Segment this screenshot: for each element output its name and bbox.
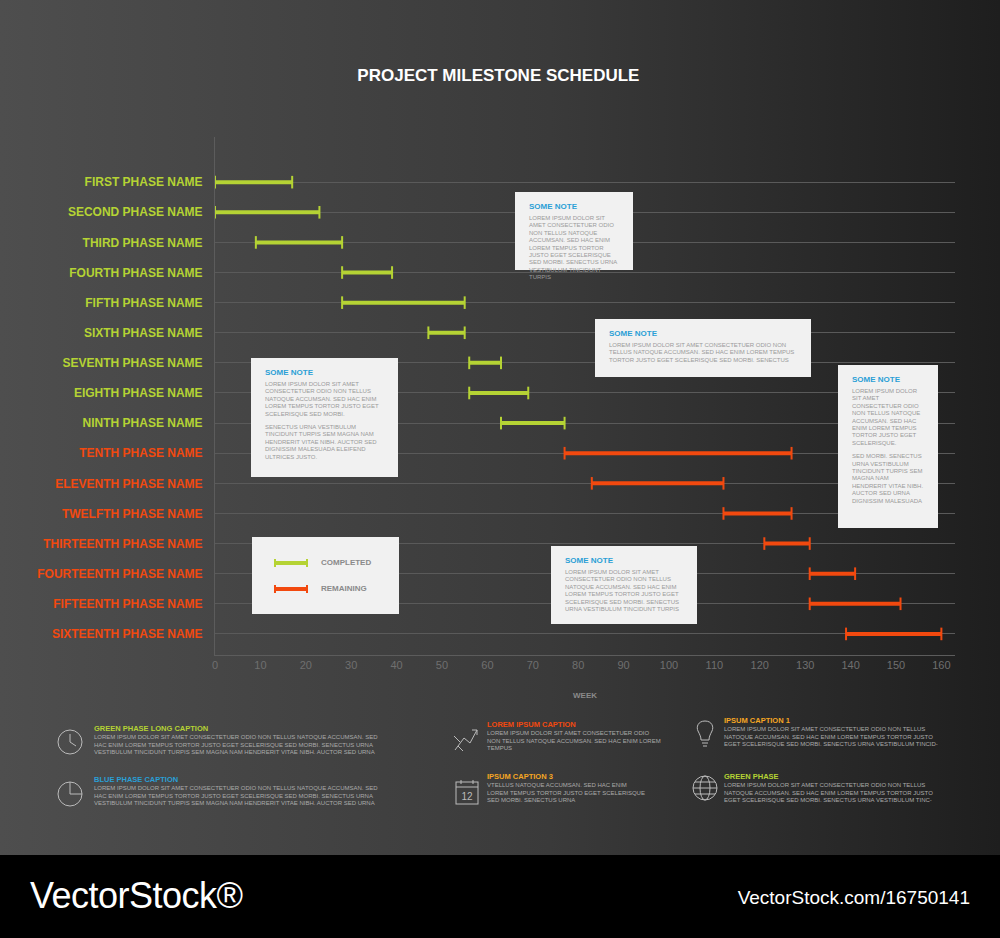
html-text:SOME NOTE: SOME NOTE [609, 329, 657, 338]
html-text:LOREM IPSUM DOLOR SIT AMET CON: LOREM IPSUM DOLOR SIT AMET CONSECTETUER … [565, 569, 679, 612]
svg-text:10: 10 [254, 659, 266, 671]
html-text:IPSUM CAPTION 1: IPSUM CAPTION 1 [724, 716, 790, 725]
svg-text:FIFTH PHASE NAME: FIFTH PHASE NAME [85, 296, 202, 310]
svg-text:WEEK: WEEK [573, 691, 597, 700]
svg-text:0: 0 [212, 659, 218, 671]
html-text:LOREM IPSUM DOLOR SIT AMET CON: LOREM IPSUM DOLOR SIT AMET CONSECTETUER … [609, 342, 795, 363]
svg-text:90: 90 [617, 659, 629, 671]
svg-text:120: 120 [751, 659, 769, 671]
svg-text:FIFTEENTH PHASE NAME: FIFTEENTH PHASE NAME [53, 597, 202, 611]
svg-text:NINTH PHASE NAME: NINTH PHASE NAME [83, 416, 203, 430]
svg-text:FOURTH PHASE NAME: FOURTH PHASE NAME [69, 266, 202, 280]
html-text:LOREM IPSUM DOLOR SIT AMET CON: LOREM IPSUM DOLOR SIT AMET CONSECTETUER … [724, 782, 933, 804]
svg-text:THIRD PHASE NAME: THIRD PHASE NAME [83, 236, 203, 250]
svg-text:TWELFTH PHASE NAME: TWELFTH PHASE NAME [62, 507, 203, 521]
html-text:IPSUM CAPTION 3: IPSUM CAPTION 3 [487, 772, 553, 781]
svg-text:PROJECT MILESTONE SCHEDULE: PROJECT MILESTONE SCHEDULE [357, 66, 639, 85]
svg-text:130: 130 [796, 659, 814, 671]
svg-text:110: 110 [706, 659, 724, 671]
svg-text:150: 150 [887, 659, 905, 671]
html-text:VectorStock.com/16750141: VectorStock.com/16750141 [737, 887, 970, 908]
html-text:SENECTUS URNA VESTIBULUM TINCI: SENECTUS URNA VESTIBULUM TINCIDUNT TURPI… [265, 424, 377, 460]
svg-text:ELEVENTH PHASE NAME: ELEVENTH PHASE NAME [55, 477, 202, 491]
html-text:GREEN PHASE LONG CAPTION: GREEN PHASE LONG CAPTION [94, 724, 209, 733]
svg-text:80: 80 [572, 659, 584, 671]
svg-text:SIXTEENTH PHASE NAME: SIXTEENTH PHASE NAME [52, 627, 203, 641]
html-text:SOME NOTE: SOME NOTE [852, 375, 900, 384]
html-text:LOREM IPSUM DOLOR SIT AMET CON: LOREM IPSUM DOLOR SIT AMET CONSECTETUER … [94, 785, 378, 807]
svg-text:THIRTEENTH PHASE NAME: THIRTEENTH PHASE NAME [43, 537, 202, 551]
svg-text:12: 12 [461, 791, 473, 802]
html-text:VTELLUS NATOQUE ACCUMSAN. SED: VTELLUS NATOQUE ACCUMSAN. SED HAC ENIM L… [487, 782, 645, 804]
html-text:LOREM IPSUM DOLOR SIT AMET CON: LOREM IPSUM DOLOR SIT AMET CONSECTETUER … [529, 215, 617, 281]
svg-text:60: 60 [481, 659, 493, 671]
svg-text:TENTH PHASE NAME: TENTH PHASE NAME [79, 446, 202, 460]
html-text:SED MORBI. SENECTUS URNA VESTI: SED MORBI. SENECTUS URNA VESTIBULUM TINC… [852, 453, 924, 504]
svg-text:20: 20 [300, 659, 312, 671]
html-text:SOME NOTE: SOME NOTE [565, 556, 613, 565]
svg-text:FOURTEENTH PHASE NAME: FOURTEENTH PHASE NAME [37, 567, 202, 581]
svg-text:SIXTH PHASE NAME: SIXTH PHASE NAME [84, 326, 203, 340]
html-text:GREEN PHASE: GREEN PHASE [724, 772, 779, 781]
svg-text:30: 30 [345, 659, 357, 671]
html-text:LOREM IPSUM DOLOR SIT AMET CON: LOREM IPSUM DOLOR SIT AMET CONSECTETUER … [852, 388, 921, 446]
html-text:LOREM IPSUM DOLOR SIT AMET CON: LOREM IPSUM DOLOR SIT AMET CONSECTETUER … [94, 734, 378, 756]
svg-text:SECOND PHASE NAME: SECOND PHASE NAME [68, 205, 203, 219]
html-text:BLUE PHASE CAPTION: BLUE PHASE CAPTION [94, 775, 179, 784]
html-text:SOME NOTE: SOME NOTE [529, 202, 577, 211]
html-text:SOME NOTE: SOME NOTE [265, 368, 313, 377]
html-text:REMAINING: REMAINING [321, 584, 367, 593]
svg-text:FIRST PHASE NAME: FIRST PHASE NAME [85, 175, 203, 189]
html-text:LOREM IPSUM CAPTION: LOREM IPSUM CAPTION [487, 720, 576, 729]
html-text:LOREM IPSUM DOLOR SIT AMET CON: LOREM IPSUM DOLOR SIT AMET CONSECTETUER … [724, 726, 938, 748]
svg-text:EIGHTH PHASE NAME: EIGHTH PHASE NAME [74, 386, 203, 400]
html-text:VectorStock®: VectorStock® [30, 875, 243, 916]
svg-text:50: 50 [436, 659, 448, 671]
svg-text:70: 70 [527, 659, 539, 671]
html-text:COMPLETED: COMPLETED [321, 558, 372, 567]
html-text:LOREM IPSUM DOLOR SIT AMET CON: LOREM IPSUM DOLOR SIT AMET CONSECTETUER … [487, 730, 661, 752]
svg-text:160: 160 [932, 659, 950, 671]
html-text:LOREM IPSUM DOLOR SIT AMET CON: LOREM IPSUM DOLOR SIT AMET CONSECTETUER … [265, 381, 379, 417]
svg-text:40: 40 [390, 659, 402, 671]
svg-text:140: 140 [841, 659, 859, 671]
svg-text:SEVENTH PHASE NAME: SEVENTH PHASE NAME [63, 356, 203, 370]
svg-text:100: 100 [660, 659, 678, 671]
